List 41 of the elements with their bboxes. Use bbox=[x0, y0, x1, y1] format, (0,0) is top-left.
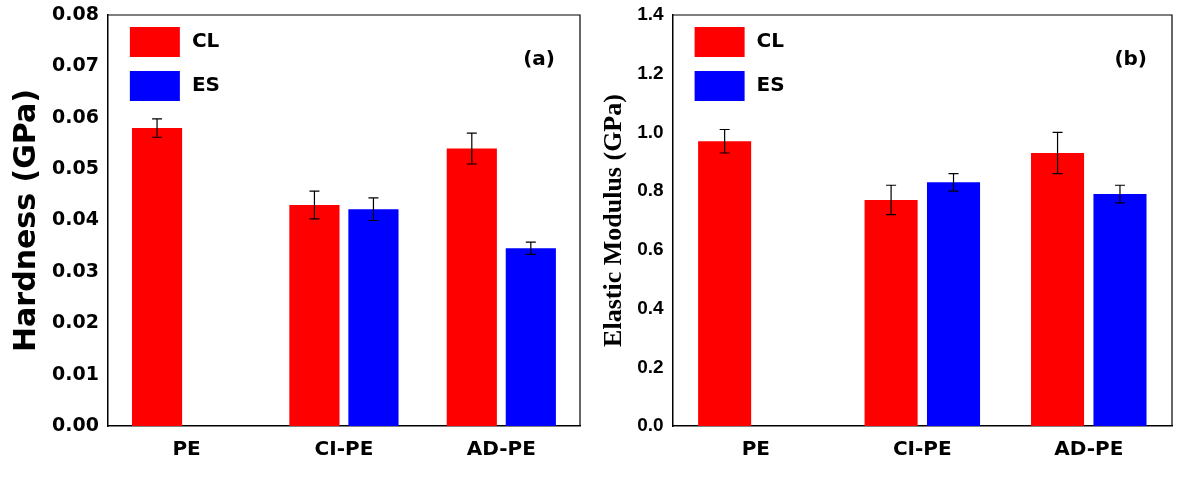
y-tick-label: 0.08 bbox=[51, 1, 99, 24]
bar bbox=[1031, 152, 1085, 426]
x-tick-label: CI-PE bbox=[892, 436, 952, 461]
y-tick-label: 0.01 bbox=[51, 361, 99, 384]
annotation: (a) bbox=[523, 46, 555, 71]
x-tick-label: AD-PE bbox=[466, 436, 536, 461]
bar bbox=[698, 141, 752, 426]
bar bbox=[505, 248, 556, 426]
y-tick-label: 0.0 bbox=[637, 414, 664, 436]
legend-label: ES bbox=[191, 72, 220, 97]
y-axis-title: Elastic Modulus (GPa) bbox=[598, 94, 628, 347]
x-tick-label: AD-PE bbox=[1054, 436, 1124, 461]
bar bbox=[1093, 194, 1147, 426]
bar bbox=[864, 199, 918, 426]
x-tick-label: PE bbox=[172, 436, 201, 461]
y-tick-label: 0.4 bbox=[637, 296, 665, 318]
y-tick-label: 0.04 bbox=[51, 207, 99, 230]
y-tick-label: 1.0 bbox=[637, 120, 664, 142]
y-tick-label: 0.03 bbox=[51, 258, 99, 281]
legend-label: ES bbox=[756, 72, 785, 97]
legend-label: CL bbox=[191, 28, 220, 53]
legend-label: CL bbox=[756, 28, 785, 53]
x-tick-label: PE bbox=[741, 436, 771, 461]
annotation: (b) bbox=[1114, 46, 1147, 71]
x-tick-label: CI-PE bbox=[314, 436, 374, 461]
y-tick-label: 1.4 bbox=[637, 3, 665, 25]
y-axis-title: Hardness (GPa) bbox=[6, 89, 42, 352]
y-tick-label: 0.06 bbox=[51, 104, 99, 127]
y-tick-label: 0.02 bbox=[51, 310, 99, 333]
bar bbox=[289, 205, 340, 426]
bar bbox=[926, 182, 981, 426]
y-tick-label: 0.00 bbox=[51, 412, 99, 435]
y-tick-label: 0.6 bbox=[637, 238, 664, 260]
y-tick-label: 0.8 bbox=[637, 179, 664, 201]
y-tick-label: 0.2 bbox=[637, 355, 664, 377]
y-tick-label: 0.05 bbox=[51, 156, 99, 179]
bar bbox=[348, 209, 399, 426]
y-tick-label: 1.2 bbox=[637, 61, 664, 83]
y-tick-label: 0.07 bbox=[51, 53, 99, 76]
bar bbox=[131, 128, 183, 426]
bar bbox=[446, 148, 497, 426]
